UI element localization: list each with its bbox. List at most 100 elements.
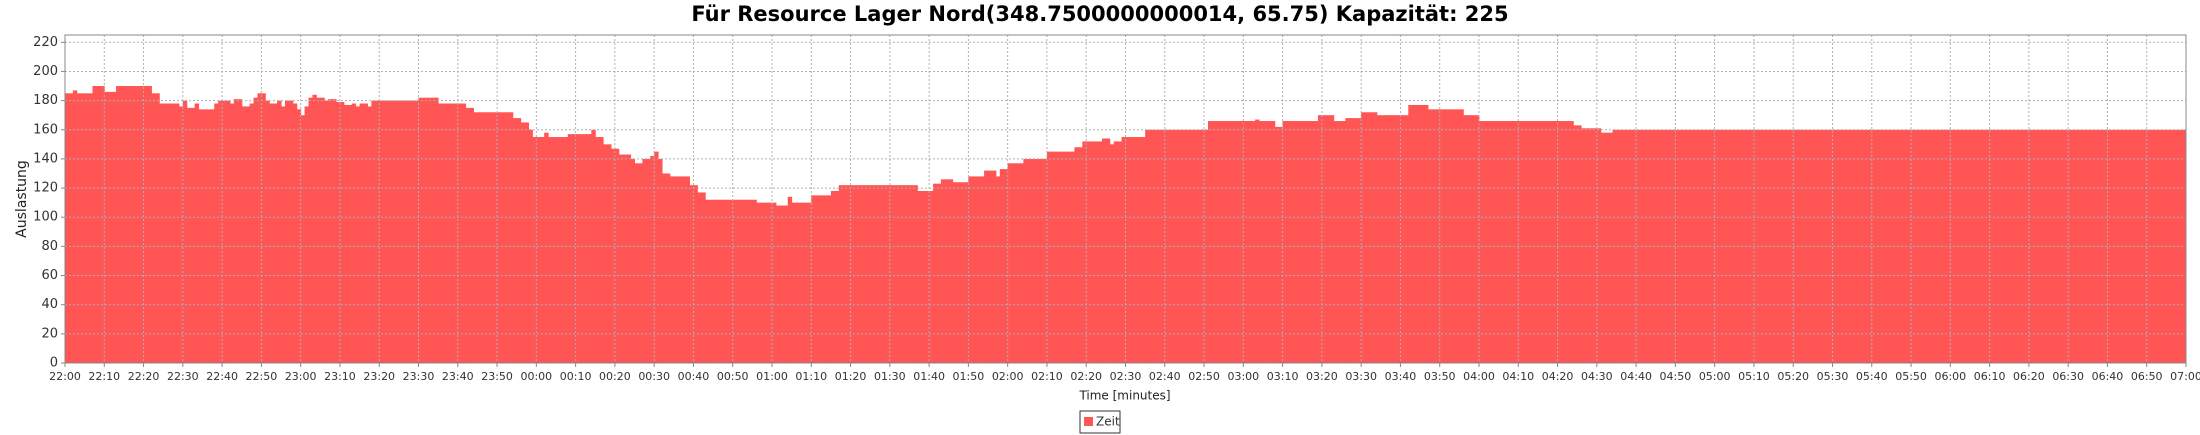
x-tick-label: 01:20 <box>835 370 867 383</box>
area-step <box>642 158 651 363</box>
x-tick-label: 03:40 <box>1385 370 1417 383</box>
area-step <box>465 107 474 363</box>
x-tick-label: 05:50 <box>1895 370 1927 383</box>
area-step <box>76 93 93 364</box>
x-tick-label: 05:40 <box>1856 370 1888 383</box>
area-step <box>1333 121 1346 364</box>
area-step <box>968 176 985 363</box>
area-step <box>182 100 188 363</box>
area-step <box>520 122 529 363</box>
area-step <box>933 183 942 363</box>
area-step <box>544 132 549 363</box>
area-step <box>359 103 368 363</box>
area-step <box>603 144 612 363</box>
x-tick-label: 22:10 <box>88 370 120 383</box>
area-step <box>1113 141 1123 363</box>
x-tick-label: 01:50 <box>953 370 985 383</box>
area-step <box>995 176 1001 363</box>
area-step <box>650 155 655 363</box>
x-tick-label: 01:30 <box>874 370 906 383</box>
legend-swatch <box>1084 417 1093 426</box>
x-tick-label: 05:10 <box>1738 370 1770 383</box>
area-step <box>1282 121 1319 364</box>
area-step <box>241 106 251 363</box>
area-step <box>308 97 313 363</box>
y-tick-label: 120 <box>33 181 58 196</box>
area-step <box>281 106 286 363</box>
area-step <box>1573 125 1582 363</box>
x-tick-label: 06:00 <box>1934 370 1966 383</box>
y-tick-label: 160 <box>33 122 58 137</box>
x-tick-label: 23:20 <box>363 370 395 383</box>
area-step <box>104 91 117 363</box>
x-tick-label: 02:00 <box>992 370 1024 383</box>
x-tick-label: 06:20 <box>2013 370 2045 383</box>
area-step <box>277 100 282 363</box>
area-step <box>1600 132 1614 363</box>
y-tick-label: 20 <box>41 326 58 341</box>
x-tick-label: 22:30 <box>167 370 199 383</box>
area-step <box>658 158 663 363</box>
x-tick-label: 00:50 <box>717 370 749 383</box>
area-step <box>787 196 793 363</box>
area-step <box>1376 115 1409 363</box>
x-tick-label: 00:10 <box>560 370 592 383</box>
y-tick-label: 100 <box>33 210 58 225</box>
area-step <box>1101 138 1111 363</box>
area-step <box>304 106 310 363</box>
y-tick-label: 60 <box>41 268 58 283</box>
area-step <box>151 93 160 364</box>
x-tick-label: 03:30 <box>1345 370 1377 383</box>
x-tick-label: 03:00 <box>1227 370 1259 383</box>
x-tick-label: 05:30 <box>1817 370 1849 383</box>
area-step <box>984 170 997 363</box>
area-step <box>1007 163 1024 363</box>
area-step <box>940 179 954 363</box>
area-step <box>1317 115 1335 363</box>
area-step <box>1074 147 1083 363</box>
area-step <box>159 103 180 363</box>
y-tick-label: 80 <box>41 239 58 254</box>
area-step <box>1345 118 1362 364</box>
area-step <box>92 86 105 364</box>
area-step <box>1274 126 1284 363</box>
legend-box <box>1079 410 1121 434</box>
area-step <box>249 103 255 363</box>
area-step <box>269 103 278 363</box>
area-step <box>296 109 302 363</box>
area-step <box>1361 112 1378 363</box>
area-step <box>300 115 306 363</box>
area-step <box>1259 121 1276 364</box>
area-step <box>952 182 969 363</box>
x-tick-label: 03:50 <box>1424 370 1456 383</box>
x-tick-label: 03:10 <box>1267 370 1299 383</box>
area-step <box>1408 104 1429 364</box>
area-step <box>1082 141 1103 363</box>
x-tick-label: 01:40 <box>913 370 945 383</box>
x-tick-label: 23:30 <box>403 370 435 383</box>
x-tick-label: 22:50 <box>246 370 278 383</box>
y-tick-label: 0 <box>50 356 58 371</box>
x-tick-label: 06:30 <box>2052 370 2084 383</box>
area-step <box>218 100 231 363</box>
x-tick-label: 05:20 <box>1777 370 1809 383</box>
area-step <box>316 97 325 363</box>
area-step <box>1109 144 1115 363</box>
y-tick-label: 180 <box>33 93 58 108</box>
x-tick-label: 04:50 <box>1660 370 1692 383</box>
area-step <box>1046 151 1075 363</box>
area-step <box>705 199 757 363</box>
area-step <box>438 103 467 363</box>
area-step <box>312 94 317 363</box>
x-tick-label: 22:00 <box>49 370 81 383</box>
area-step <box>186 107 196 363</box>
area-step <box>116 86 152 364</box>
area-step <box>1581 128 1602 363</box>
area-step <box>233 99 243 364</box>
area-step <box>371 100 419 363</box>
area-step <box>343 104 353 364</box>
x-tick-label: 02:20 <box>1070 370 1102 383</box>
area-step <box>214 103 219 363</box>
area-step <box>367 106 372 363</box>
